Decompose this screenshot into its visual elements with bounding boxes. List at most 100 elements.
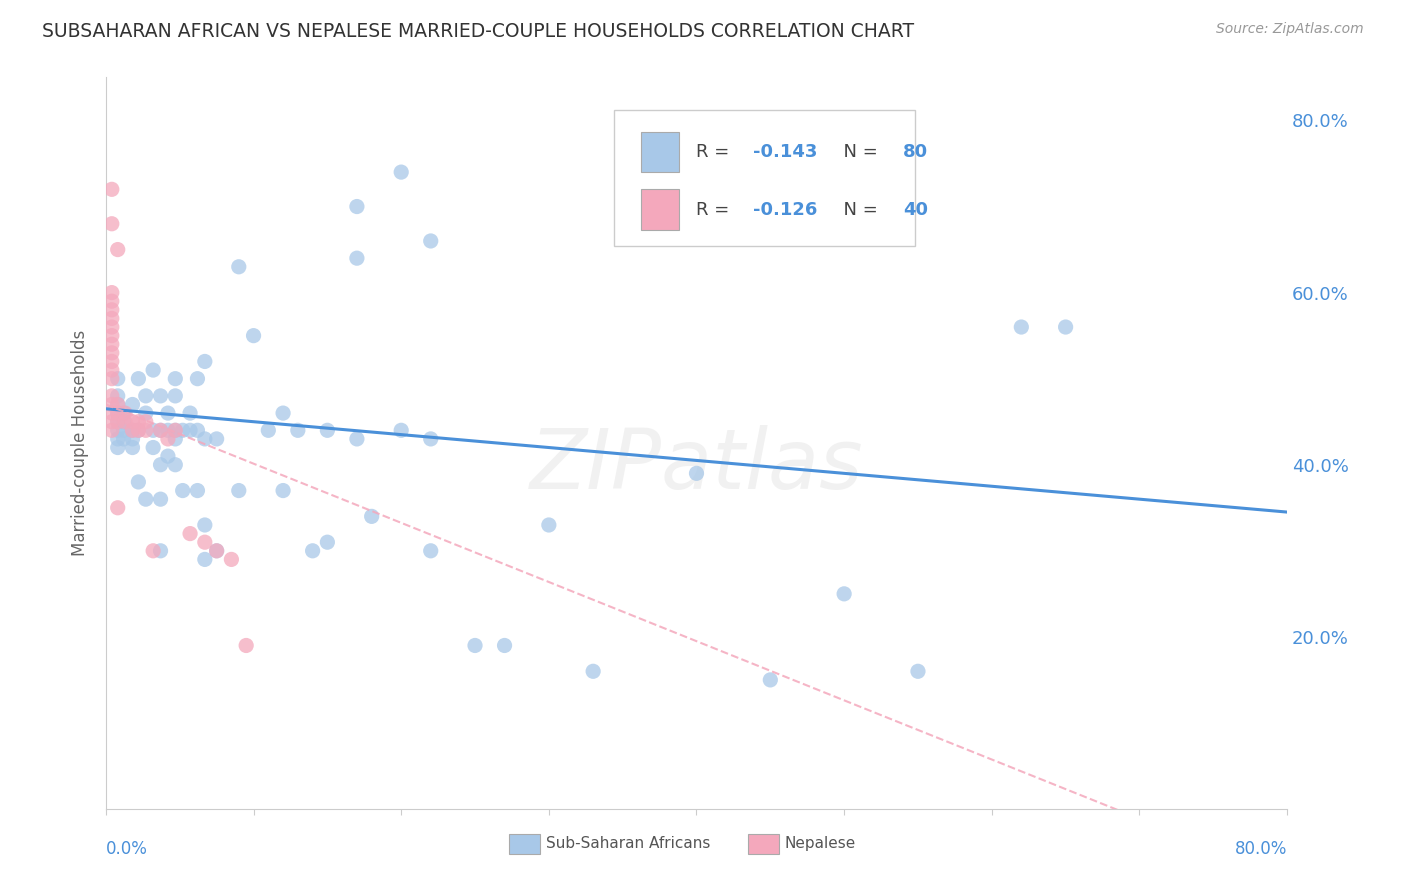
Point [121, 423, 143, 437]
Text: SUBSAHARAN AFRICAN VS NEPALESE MARRIED-COUPLE HOUSEHOLDS CORRELATION CHART: SUBSAHARAN AFRICAN VS NEPALESE MARRIED-C… [42, 22, 914, 41]
Point [135, 406, 157, 420]
Point [101, 415, 124, 429]
Point [101, 337, 124, 351]
Point [135, 423, 157, 437]
Point [242, 328, 264, 343]
Point [127, 423, 149, 437]
Point [114, 406, 136, 420]
Point [107, 243, 129, 257]
Point [165, 423, 187, 437]
Point [907, 665, 929, 679]
Point [346, 432, 368, 446]
Point [142, 543, 165, 558]
FancyBboxPatch shape [614, 111, 915, 245]
Point [149, 543, 172, 558]
Text: Sub-Saharan Africans: Sub-Saharan Africans [546, 837, 710, 851]
Point [194, 552, 217, 566]
Point [235, 639, 257, 653]
Point [419, 432, 441, 446]
Text: ZIPatlas: ZIPatlas [530, 425, 863, 506]
Point [101, 182, 124, 196]
Point [101, 320, 124, 334]
Point [287, 423, 309, 437]
Point [107, 415, 129, 429]
Point [101, 302, 124, 317]
Point [135, 389, 157, 403]
Point [537, 518, 560, 533]
Point [101, 346, 124, 360]
Point [419, 234, 441, 248]
FancyBboxPatch shape [641, 189, 679, 229]
Text: R =: R = [696, 144, 735, 161]
Point [179, 406, 201, 420]
Point [172, 423, 194, 437]
Point [107, 389, 129, 403]
Point [112, 406, 135, 420]
Point [346, 200, 368, 214]
Point [179, 526, 201, 541]
Point [165, 458, 187, 472]
Point [127, 475, 149, 489]
Point [205, 543, 228, 558]
Point [316, 423, 339, 437]
Text: -0.126: -0.126 [754, 201, 817, 219]
Text: 80: 80 [903, 144, 928, 161]
Text: 0.0%: 0.0% [105, 840, 148, 858]
Text: N =: N = [832, 144, 884, 161]
Point [149, 423, 172, 437]
Point [121, 423, 143, 437]
Point [107, 397, 129, 411]
Point [271, 406, 294, 420]
Point [135, 415, 157, 429]
Point [832, 587, 855, 601]
Point [759, 673, 782, 687]
Point [101, 217, 124, 231]
Point [156, 449, 179, 463]
Point [149, 423, 172, 437]
Text: 80.0%: 80.0% [1234, 840, 1286, 858]
Point [360, 509, 382, 524]
Point [257, 423, 280, 437]
Point [114, 415, 136, 429]
Point [112, 432, 135, 446]
Point [271, 483, 294, 498]
Point [156, 432, 179, 446]
Point [101, 363, 124, 377]
Text: N =: N = [832, 201, 884, 219]
Point [149, 492, 172, 507]
Point [101, 294, 124, 309]
Point [101, 406, 124, 420]
Point [419, 543, 441, 558]
Point [1054, 320, 1077, 334]
Point [149, 389, 172, 403]
Point [228, 483, 250, 498]
Point [194, 535, 217, 549]
Point [112, 423, 135, 437]
Text: -0.143: -0.143 [754, 144, 817, 161]
Text: 40: 40 [903, 201, 928, 219]
Point [127, 372, 149, 386]
Point [156, 406, 179, 420]
Point [172, 483, 194, 498]
Point [112, 415, 135, 429]
Point [494, 639, 516, 653]
Text: R =: R = [696, 201, 735, 219]
Point [464, 639, 486, 653]
Point [194, 432, 217, 446]
Y-axis label: Married-couple Households: Married-couple Households [72, 330, 89, 557]
Point [107, 406, 129, 420]
Point [186, 372, 208, 386]
Point [685, 467, 707, 481]
Point [121, 415, 143, 429]
Point [107, 372, 129, 386]
Point [301, 543, 323, 558]
Point [1010, 320, 1032, 334]
Text: Nepalese: Nepalese [785, 837, 856, 851]
Point [221, 552, 243, 566]
Point [179, 423, 201, 437]
Point [194, 518, 217, 533]
Point [582, 665, 605, 679]
Point [135, 492, 157, 507]
Point [107, 415, 129, 429]
Point [127, 415, 149, 429]
